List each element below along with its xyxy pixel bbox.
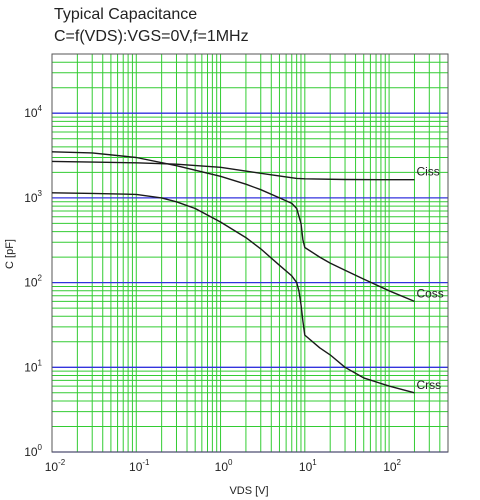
minor-grid [51, 53, 449, 452]
x-axis-label: VDS [V] [229, 485, 268, 497]
x-tick-label: 10-2 [45, 458, 66, 474]
series-line-coss [51, 151, 415, 303]
x-tick-labels: 10-2 10-1 100 101 102 [45, 458, 402, 474]
plot-frame [51, 53, 449, 453]
x-tick-label: 10-1 [129, 458, 150, 474]
y-tick-label: 103 [24, 189, 42, 205]
series-line-ciss [51, 160, 415, 181]
y-tick-labels: 100 101 102 103 104 [24, 104, 42, 459]
series-label-coss: Coss [416, 286, 443, 300]
series-label-ciss: Ciss [416, 165, 439, 179]
y-tick-label: 100 [24, 443, 42, 459]
y-axis-label: C [pF] [4, 239, 16, 269]
chart-title: Typical Capacitance [54, 6, 198, 23]
x-tick-label: 101 [299, 458, 317, 474]
series-label-crss: Crss [416, 378, 441, 392]
y-tick-label: 101 [24, 358, 42, 374]
series-layer [51, 151, 415, 394]
chart-subtitle: C=f(VDS):VGS=0V,f=1MHz [54, 28, 249, 45]
x-tick-label: 102 [383, 458, 401, 474]
series-line-crss [51, 192, 415, 394]
curve-labels: Ciss Coss Crss [416, 165, 443, 392]
y-tick-label: 104 [24, 104, 42, 120]
y-tick-label: 102 [24, 274, 42, 290]
x-tick-label: 100 [215, 458, 233, 474]
